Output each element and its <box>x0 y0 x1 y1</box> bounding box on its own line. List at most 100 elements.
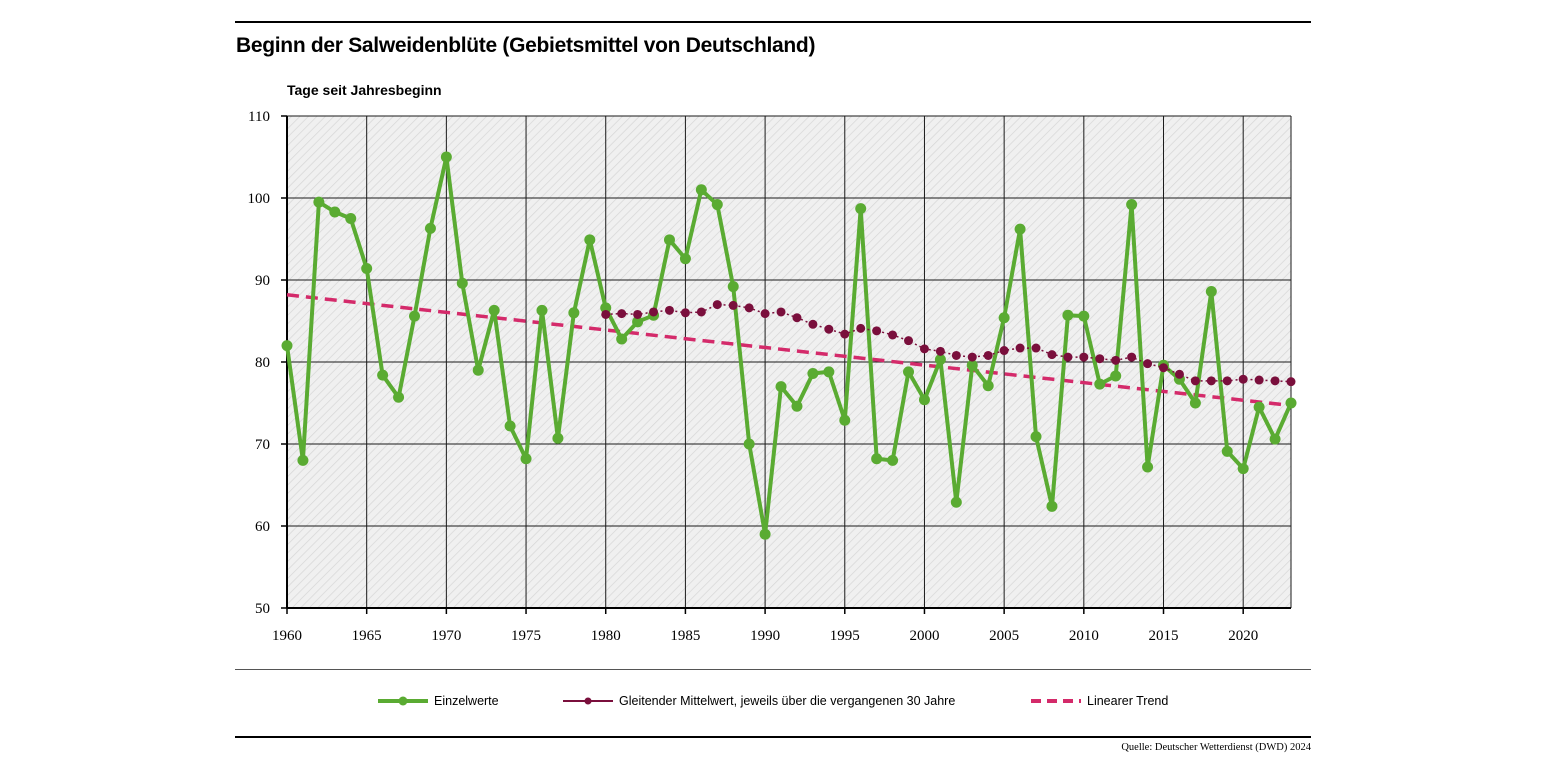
y-tick-label: 70 <box>255 437 270 453</box>
einzelwerte-point <box>727 281 739 293</box>
einzelwerte-point <box>1126 199 1138 211</box>
einzelwerte-point <box>456 277 468 289</box>
einzelwerte-point <box>887 454 899 466</box>
trend-line <box>286 293 1292 408</box>
moving-average-point <box>1286 377 1296 387</box>
x-tick-label: 2005 <box>989 628 1019 644</box>
einzelwerte-point <box>695 184 707 196</box>
einzelwerte-point <box>1253 401 1265 413</box>
moving-average-point <box>872 326 882 336</box>
moving-average-point <box>649 307 659 317</box>
moving-average-point <box>1222 376 1232 386</box>
tick-labels: 50 60 70 80 90 100 110 1960 1965 1970 1975 1980 1985… <box>248 109 1259 644</box>
chart-title: Beginn der Salweidenblüte (Gebietsmittel… <box>236 34 816 57</box>
legend-label-moving-average: Gleitender Mittelwert, jeweils über die … <box>619 694 956 708</box>
moving-average-point <box>1159 363 1169 373</box>
moving-average-point <box>1190 376 1200 386</box>
moving-average-point <box>856 323 866 333</box>
moving-average-point <box>696 307 706 317</box>
einzelwerte-point <box>408 310 420 322</box>
einzelwerte-point <box>807 367 819 379</box>
x-tick-label: 1965 <box>352 628 382 644</box>
x-tick-label: 1970 <box>431 628 461 644</box>
einzelwerte-point <box>998 312 1010 324</box>
y-axis-label: Tage seit Jahresbeginn <box>287 82 442 98</box>
moving-average-point <box>601 309 611 319</box>
legend-swatch-trend <box>1031 699 1081 703</box>
x-tick-label: 2000 <box>909 628 939 644</box>
einzelwerte-point <box>488 304 500 316</box>
y-tick-label: 100 <box>248 191 271 207</box>
einzelwerte-point <box>1285 397 1297 409</box>
einzelwerte-point <box>679 253 691 265</box>
einzelwerte-point <box>1205 285 1217 297</box>
einzelwerte-point <box>536 304 548 316</box>
moving-average-point <box>967 352 977 362</box>
y-tick-label: 80 <box>255 355 270 371</box>
legend-rule <box>235 669 1311 670</box>
einzelwerte-point <box>1237 463 1249 475</box>
moving-average-point <box>919 344 929 354</box>
series-moving-average <box>601 300 1296 387</box>
legend-label-trend: Linearer Trend <box>1087 694 1169 708</box>
moving-average-point <box>1015 343 1025 353</box>
moving-average-point <box>617 309 627 319</box>
moving-average-point <box>1079 352 1089 362</box>
einzelwerte-point <box>1269 433 1281 445</box>
legend-item-trend: Linearer Trend <box>1031 692 1168 710</box>
top-rule <box>235 21 1311 23</box>
moving-average-point <box>1143 359 1153 369</box>
einzelwerte-point <box>584 234 596 246</box>
einzelwerte-point <box>966 359 978 371</box>
y-tick-label: 50 <box>255 601 270 617</box>
moving-average-point <box>664 305 674 315</box>
y-tick-label: 110 <box>248 109 270 125</box>
einzelwerte-point <box>600 302 612 314</box>
moving-average-point <box>983 350 993 360</box>
einzelwerte-point <box>1094 378 1106 390</box>
einzelwerte-point <box>743 438 755 450</box>
moving-average-point <box>760 309 770 319</box>
moving-average-point <box>888 330 898 340</box>
line-chart: 50 60 70 80 90 100 110 1960 1965 1970 1975 1980 1985… <box>248 109 1297 644</box>
einzelwerte-point <box>1189 397 1201 409</box>
moving-average-point <box>824 324 834 334</box>
einzelwerte-point <box>871 453 883 465</box>
einzelwerte-point <box>1014 223 1026 235</box>
x-tick-label: 2010 <box>1069 628 1099 644</box>
einzelwerte-point <box>918 394 930 406</box>
einzelwerte-point <box>424 222 436 234</box>
moving-average-point <box>1174 369 1184 379</box>
moving-average-point <box>1063 352 1073 362</box>
moving-average-point <box>1095 354 1105 364</box>
einzelwerte-point <box>759 528 771 540</box>
einzelwerte-point <box>520 453 532 465</box>
einzelwerte-point <box>393 391 405 403</box>
moving-average-point <box>792 313 802 323</box>
y-tick-label: 90 <box>255 273 270 289</box>
einzelwerte-point <box>663 234 675 246</box>
x-tick-label: 1980 <box>591 628 621 644</box>
einzelwerte-point <box>297 454 309 466</box>
moving-average-point <box>712 300 722 310</box>
legend-swatch-single <box>378 696 428 706</box>
moving-average-point <box>935 346 945 356</box>
moving-average-point <box>840 329 850 339</box>
x-tick-label: 1975 <box>511 628 541 644</box>
bottom-rule <box>235 736 1311 738</box>
series-einzelwerte <box>281 151 1297 540</box>
moving-average-point <box>1238 374 1248 384</box>
einzelwerte-point <box>345 213 357 224</box>
einzelwerte-point <box>1142 461 1154 473</box>
moving-average-point <box>728 300 738 310</box>
x-tick-label: 2015 <box>1149 628 1179 644</box>
moving-average-point <box>1031 343 1041 353</box>
moving-average-point <box>904 336 914 346</box>
moving-average-point <box>1127 352 1137 362</box>
einzelwerte-point <box>823 366 835 378</box>
moving-average-point <box>633 309 643 319</box>
einzelwerte-point <box>839 414 851 426</box>
moving-average-point <box>1047 350 1057 360</box>
einzelwerte-point <box>616 333 628 345</box>
einzelwerte-point <box>903 366 915 378</box>
